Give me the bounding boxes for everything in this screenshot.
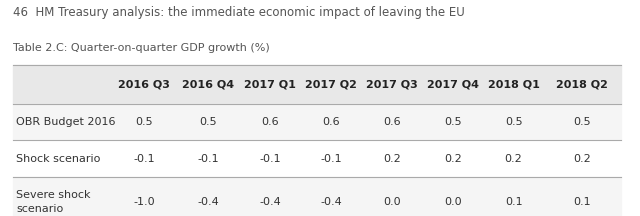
- Text: -0.1: -0.1: [321, 154, 342, 164]
- Text: -0.1: -0.1: [133, 154, 155, 164]
- Bar: [13, 177, 621, 216]
- Text: 2017 Q2: 2017 Q2: [305, 79, 357, 89]
- Text: -0.4: -0.4: [321, 197, 342, 207]
- Text: 2017 Q1: 2017 Q1: [244, 79, 296, 89]
- Text: 0.5: 0.5: [505, 117, 522, 127]
- Text: 0.0: 0.0: [444, 197, 461, 207]
- Text: 46  HM Treasury analysis: the immediate economic impact of leaving the EU: 46 HM Treasury analysis: the immediate e…: [13, 6, 465, 19]
- Text: 0.6: 0.6: [383, 117, 401, 127]
- Text: 2016 Q3: 2016 Q3: [118, 79, 170, 89]
- Text: 0.5: 0.5: [573, 117, 591, 127]
- Text: 0.5: 0.5: [199, 117, 217, 127]
- Text: 0.2: 0.2: [505, 154, 522, 164]
- Bar: [13, 140, 621, 177]
- Text: 0.5: 0.5: [135, 117, 153, 127]
- Text: 0.2: 0.2: [383, 154, 401, 164]
- Bar: [13, 104, 621, 140]
- Text: -0.1: -0.1: [197, 154, 219, 164]
- Text: 2016 Q4: 2016 Q4: [182, 79, 234, 89]
- Text: -0.1: -0.1: [260, 154, 281, 164]
- Text: 2017 Q3: 2017 Q3: [366, 79, 418, 89]
- Text: Shock scenario: Shock scenario: [16, 154, 100, 164]
- Text: 0.6: 0.6: [323, 117, 340, 127]
- Text: 2018 Q2: 2018 Q2: [556, 79, 609, 89]
- Text: 0.2: 0.2: [444, 154, 461, 164]
- Bar: [13, 65, 621, 104]
- Text: 0.6: 0.6: [262, 117, 279, 127]
- Text: 0.1: 0.1: [573, 197, 591, 207]
- Text: Severe shock
scenario: Severe shock scenario: [16, 190, 90, 214]
- Text: -0.4: -0.4: [260, 197, 281, 207]
- Text: Table 2.C: Quarter-on-quarter GDP growth (%): Table 2.C: Quarter-on-quarter GDP growth…: [13, 43, 269, 53]
- Text: 2018 Q1: 2018 Q1: [488, 79, 540, 89]
- Text: -1.0: -1.0: [133, 197, 155, 207]
- Text: OBR Budget 2016: OBR Budget 2016: [16, 117, 115, 127]
- Text: 0.2: 0.2: [573, 154, 591, 164]
- Text: 0.0: 0.0: [383, 197, 401, 207]
- Text: 0.5: 0.5: [444, 117, 461, 127]
- Text: 0.1: 0.1: [505, 197, 522, 207]
- Text: -0.4: -0.4: [197, 197, 219, 207]
- Text: 2017 Q4: 2017 Q4: [427, 79, 479, 89]
